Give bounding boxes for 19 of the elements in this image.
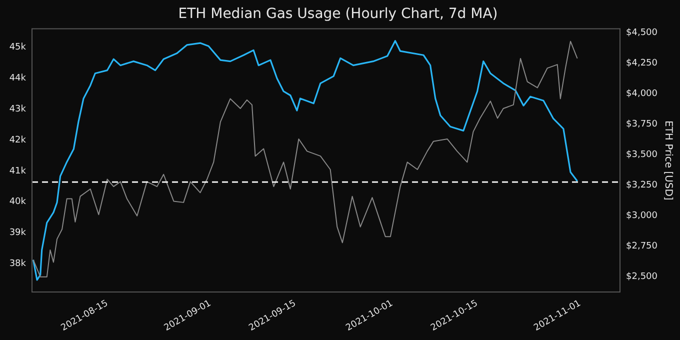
y2-tick-label: $2,500 [626,272,658,282]
y-tick-label: 41k [9,166,27,176]
y2-tick-label: $2,750 [626,242,658,252]
y2-tick-label: $4,000 [626,89,658,100]
y-tick-label: 42k [9,135,27,146]
y-tick-label: 38k [9,259,27,270]
y-tick-label: 44k [9,73,27,84]
chart-title: ETH Median Gas Usage (Hourly Chart, 7d MA) [178,6,498,22]
y2-axis-title: ETH Price [USD] [662,120,674,200]
y2-tick-label: $4,250 [626,58,658,69]
y-tick-label: 45k [9,42,27,52]
y2-tick-label: $4,500 [626,28,658,38]
y2-tick-label: $3,250 [626,180,658,191]
y2-tick-label: $3,000 [626,211,658,222]
y2-tick-label: $3,500 [626,150,658,160]
y-tick-label: 40k [9,197,27,208]
y-tick-label: 39k [9,228,27,238]
y-tick-label: 43k [9,104,27,114]
y2-tick-label: $3,750 [626,120,658,130]
